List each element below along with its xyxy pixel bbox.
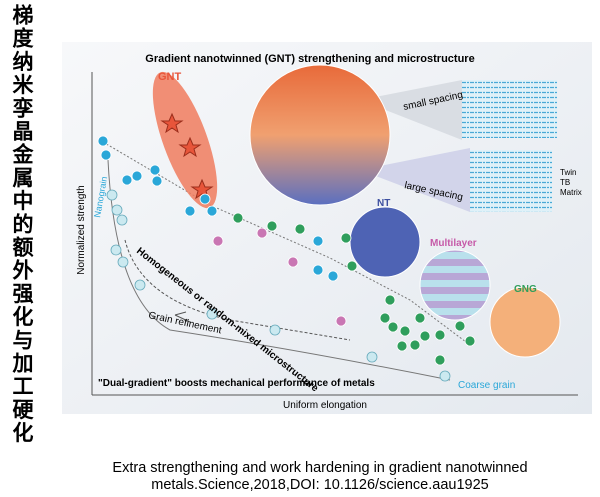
label: GNT [158, 71, 182, 83]
side-title: 梯度纳米孪晶金属中的额外强化与加工硬化 [10, 4, 34, 445]
x-axis-label: Uniform elongation [283, 400, 367, 411]
arrow [174, 311, 191, 323]
figure-title: Gradient nanotwinned (GNT) strengthening… [145, 53, 474, 65]
small-spacing-image [462, 80, 557, 138]
label: TB [560, 178, 570, 187]
callout [360, 148, 470, 212]
trend-line [107, 159, 451, 381]
caption-line: metals.Science,2018,DOI: 10.1126/science… [151, 477, 489, 493]
multilayer-image [419, 249, 491, 321]
label: NT [377, 198, 390, 209]
y-axis-label: Normalized strength [76, 185, 87, 274]
large-spacing-image [470, 150, 552, 212]
label: Multilayer [430, 238, 477, 249]
label: Matrix [560, 188, 582, 197]
label: Twin [560, 168, 576, 177]
label: "Dual-gradient" boosts mechanical perfor… [98, 378, 375, 389]
gng-image [489, 286, 561, 358]
gnt-region [152, 71, 218, 209]
trend-line [124, 239, 351, 341]
label: Coarse grain [458, 380, 515, 391]
figure: Gradient nanotwinned (GNT) strengthening… [62, 42, 592, 414]
caption-line: Extra strengthening and work hardening i… [112, 460, 528, 476]
label: GNG [514, 284, 537, 295]
callout [360, 80, 462, 140]
nt-image [349, 206, 421, 278]
points [97, 135, 476, 382]
caption: Extra strengthening and work hardening i… [40, 460, 600, 494]
stars [160, 112, 214, 200]
gnt-microstructure [249, 64, 391, 206]
